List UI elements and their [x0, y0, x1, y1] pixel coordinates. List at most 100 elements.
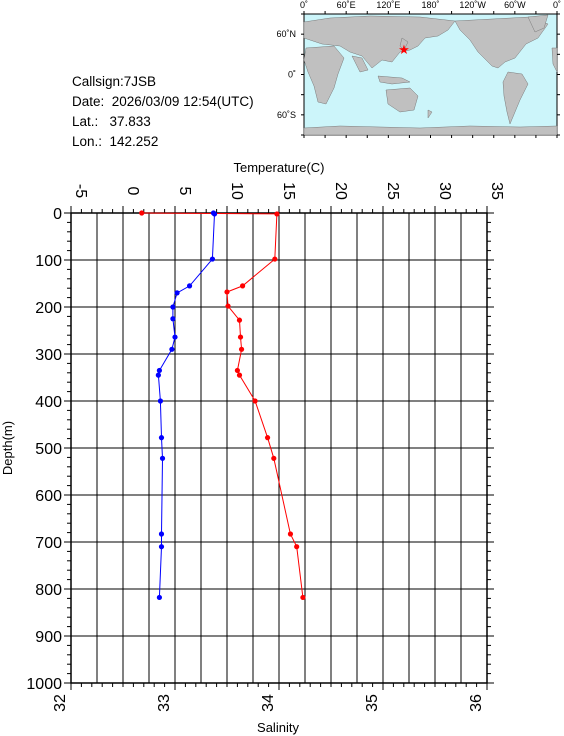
chart-series [139, 210, 306, 601]
temperature-data-point [287, 531, 294, 537]
longitude-text: Lon.: 142.252 [72, 134, 159, 149]
map-longitude-label: 0˚ [553, 0, 561, 10]
map-longitude-labels: 0˚ 60˚E 120˚E 180˚ 120˚W 60˚W 0˚ [300, 0, 561, 10]
temperature-data-point [264, 435, 271, 441]
salinity-data-point [174, 290, 180, 296]
depth-tick-label: 900 [35, 629, 62, 646]
land-indonesia [377, 75, 411, 85]
salinity-profile-line [157, 212, 216, 598]
depth-axis-title: Depth(m) [0, 421, 15, 475]
land-new-zealand [427, 109, 433, 119]
map-longitude-label: 180˚ [421, 0, 439, 10]
temperature-data-point [252, 398, 258, 404]
land-japan [399, 37, 409, 51]
land-greenland [527, 14, 549, 33]
map-latitude-labels: 60˚N 0˚ 60˚S [276, 29, 296, 120]
temperature-data-point [294, 544, 300, 550]
salinity-data-point [209, 256, 216, 262]
temperature-data-point [240, 283, 246, 289]
salinity-tick-label: 33 [156, 694, 173, 712]
temperature-data-point [272, 256, 278, 262]
callsign-text: Callsign:7JSB [72, 74, 157, 89]
temperature-tick-label: 15 [280, 182, 297, 200]
salinity-data-point [159, 455, 166, 461]
salinity-data-point [156, 367, 162, 374]
depth-tick-label: 100 [35, 253, 62, 270]
temperature-axis-title: Temperature(C) [233, 160, 324, 175]
plot-frame [70, 212, 488, 684]
temperature-data-point [236, 372, 243, 378]
depth-tick-label: 600 [35, 488, 62, 505]
salinity-data-point [211, 211, 218, 217]
salinity-data-point [172, 334, 178, 340]
map-longitude-label: 0˚ [300, 0, 308, 10]
map-latitude-label: 60˚S [277, 110, 296, 120]
temperature-data-point [238, 346, 245, 352]
map-longitude-label: 60˚E [337, 0, 356, 10]
depth-tick-label: 300 [35, 347, 62, 364]
salinity-data-point [158, 531, 165, 537]
map-frame-ticks [301, 11, 560, 138]
salinity-data-point [157, 398, 164, 404]
map-longitude-label: 120˚W [459, 0, 486, 10]
depth-tick-label: 800 [35, 582, 62, 599]
depth-tick-label: 200 [35, 300, 62, 317]
station-marker: ★ [398, 43, 410, 58]
temperature-data-point [237, 334, 244, 340]
land-antarctica [303, 125, 558, 136]
salinity-data-point [169, 346, 175, 352]
date-text: Date: 2026/03/09 12:54(UTC) [72, 94, 254, 109]
salinity-data-point [186, 283, 193, 289]
temperature-tick-label: 20 [332, 182, 349, 200]
land-africa-west [551, 47, 558, 73]
land-south-america [502, 71, 529, 125]
temperature-tick-label: 25 [384, 182, 401, 200]
temperature-data-point [225, 303, 231, 309]
temperature-profile-line [141, 212, 304, 598]
salinity-data-point [170, 304, 176, 310]
salinity-tick-label: 32 [52, 694, 69, 712]
salinity-data-point [156, 594, 162, 601]
temperature-tick-label: 0 [124, 187, 141, 196]
depth-tick-label: 400 [35, 394, 62, 411]
map-latitude-label: 0˚ [288, 70, 296, 80]
map-longitude-label: 120˚E [376, 0, 400, 10]
latitude-text: Lat.: 37.833 [72, 114, 151, 129]
salinity-data-point [158, 544, 165, 550]
temperature-tick-label: 5 [176, 187, 193, 196]
salinity-data-point [170, 316, 176, 322]
chart-frame [70, 212, 488, 684]
temperature-data-point [236, 317, 243, 323]
temperature-data-point [274, 211, 280, 217]
land-india [351, 55, 369, 73]
map-latitude-label: 60˚N [276, 29, 296, 39]
temperature-tick-label: -5 [72, 184, 89, 198]
chart-grid [71, 213, 487, 683]
map-longitude-label: 60˚W [504, 0, 526, 10]
temperature-tick-label: 35 [488, 182, 505, 200]
temperature-tick-label: 30 [436, 182, 453, 200]
depth-axis: 0 100 200 300 400 500 600 700 800 900 1000 [26, 206, 494, 693]
land-eurasia [303, 15, 456, 69]
station-info: Callsign:7JSB Date: 2026/03/09 12:54(UTC… [72, 72, 254, 152]
salinity-data-point [155, 372, 161, 378]
salinity-data-point [158, 435, 165, 441]
temperature-tick-label: 10 [228, 182, 245, 200]
temperature-data-point [234, 367, 240, 374]
depth-tick-label: 0 [53, 206, 62, 223]
land-north-america [454, 16, 549, 69]
temperature-data-point [224, 289, 230, 295]
depth-tick-label: 700 [35, 535, 62, 552]
land-africa [303, 45, 345, 105]
world-map: 0˚ 60˚E 120˚E 180˚ 120˚W 60˚W 0˚ 60˚N 0˚ 60˚S ★ [276, 0, 561, 138]
map-land [303, 14, 558, 136]
temperature-data-point [139, 210, 145, 216]
salinity-data-point [210, 210, 217, 216]
salinity-axis: 32 33 34 35 36 [52, 683, 488, 712]
depth-tick-label: 1000 [26, 676, 62, 693]
temperature-data-point [300, 594, 306, 601]
temperature-data-point [271, 455, 277, 461]
salinity-axis-title: Salinity [257, 720, 299, 735]
temperature-axis: -5 0 5 10 15 20 25 30 35 [70, 182, 505, 213]
depth-tick-label: 500 [35, 441, 62, 458]
